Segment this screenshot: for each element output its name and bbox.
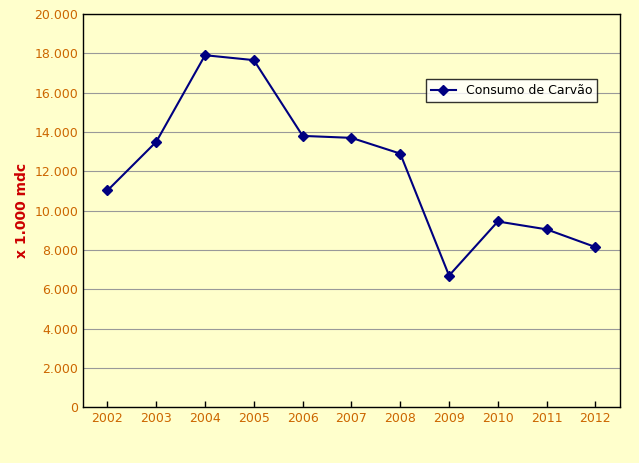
Consumo de Carvão: [348, 135, 355, 141]
Consumo de Carvão: [543, 226, 550, 232]
Legend: Consumo de Carvão: Consumo de Carvão: [426, 79, 597, 102]
Consumo de Carvão: [153, 139, 160, 144]
Consumo de Carvão: [250, 57, 258, 63]
Consumo de Carvão: [104, 188, 111, 193]
Consumo de Carvão: [396, 151, 404, 156]
Consumo de Carvão: [201, 52, 209, 58]
Consumo de Carvão: [592, 244, 599, 250]
Consumo de Carvão: [445, 273, 453, 278]
Line: Consumo de Carvão: Consumo de Carvão: [104, 52, 599, 279]
Consumo de Carvão: [494, 219, 502, 224]
Consumo de Carvão: [299, 133, 307, 138]
Y-axis label: x 1.000 mdc: x 1.000 mdc: [15, 163, 29, 258]
